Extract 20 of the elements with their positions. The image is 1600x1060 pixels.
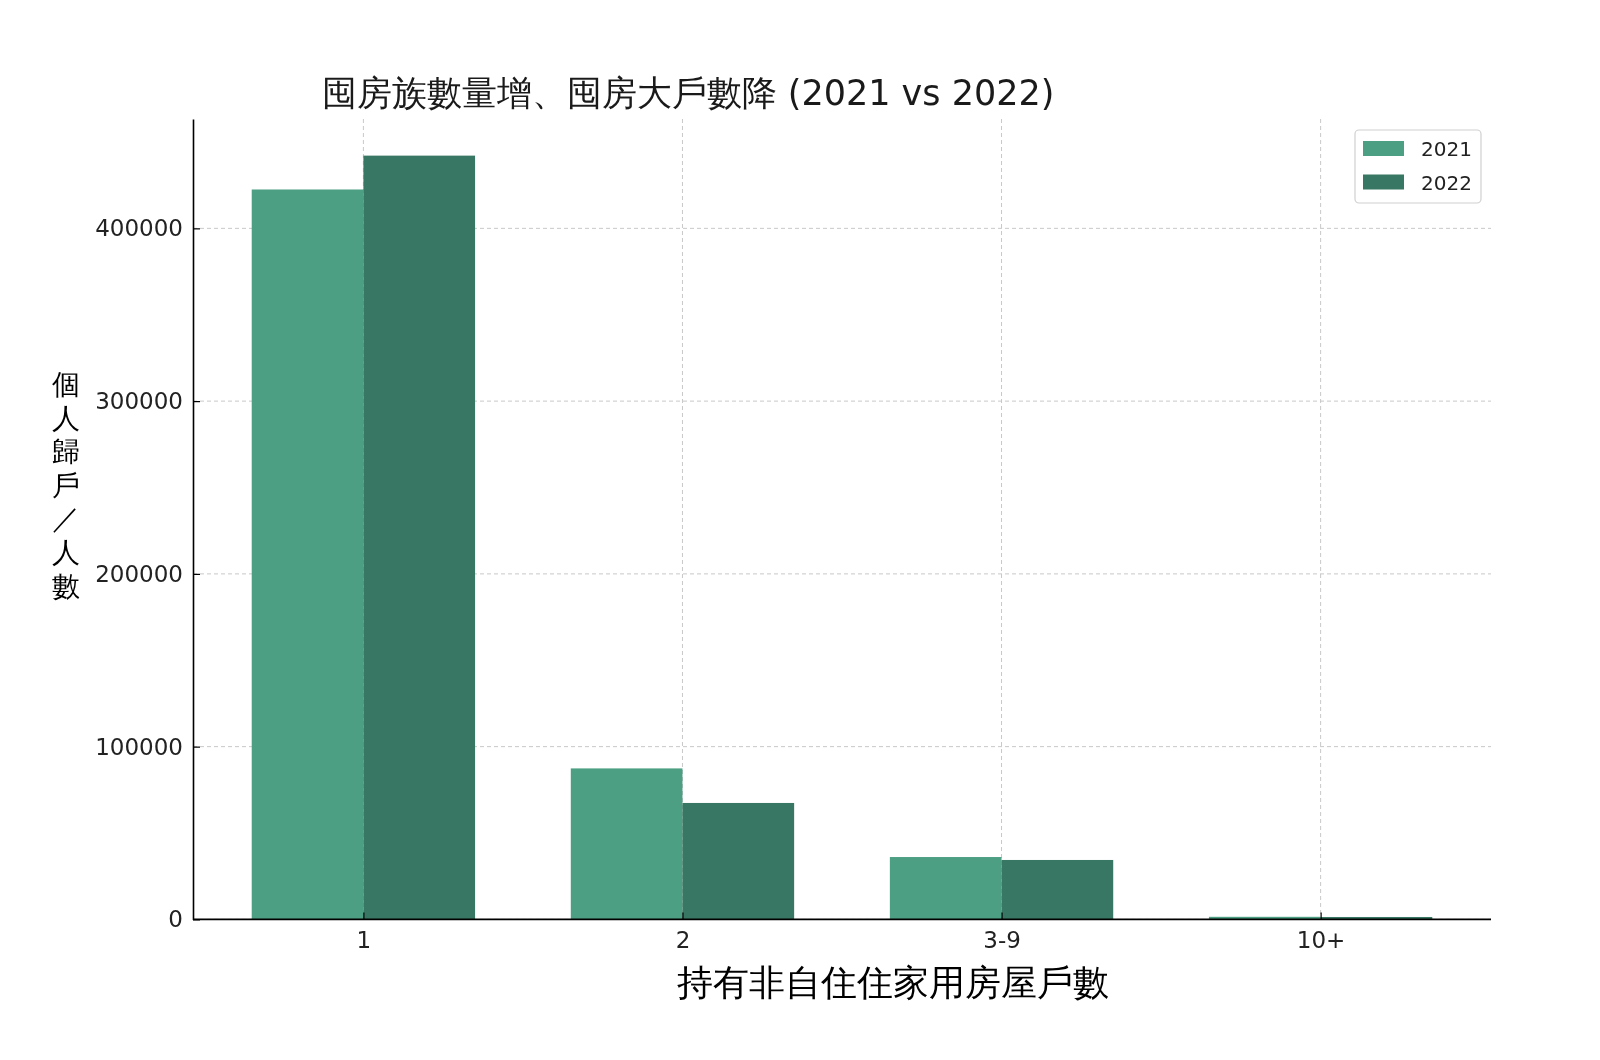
x-axis-title: 持有非自住住家用房屋戶數	[677, 962, 1109, 1003]
y-tick-label: 200000	[95, 560, 183, 587]
x-tick-label: 3-9	[983, 926, 1021, 953]
y-tick-label: 100000	[95, 733, 183, 760]
bar	[682, 802, 795, 920]
bar	[570, 768, 683, 920]
y-tick-label: 400000	[95, 215, 183, 242]
chart-title: 囤房族數量增、囤房大戶數降 (2021 vs 2022)	[321, 73, 1055, 113]
x-tick-label: 1	[356, 926, 372, 953]
bar	[251, 189, 364, 920]
x-tick-label: 10+	[1296, 926, 1346, 953]
bar	[363, 155, 476, 920]
bar	[1001, 859, 1114, 920]
legend-label: 2021	[1421, 137, 1472, 161]
bar	[889, 857, 1002, 920]
y-tick-label: 300000	[95, 387, 183, 414]
x-tick-label: 2	[675, 926, 691, 953]
y-tick-label: 0	[168, 906, 183, 933]
y-axis-title: 個人歸戶／人數	[52, 368, 80, 603]
legend-label: 2022	[1421, 170, 1472, 195]
